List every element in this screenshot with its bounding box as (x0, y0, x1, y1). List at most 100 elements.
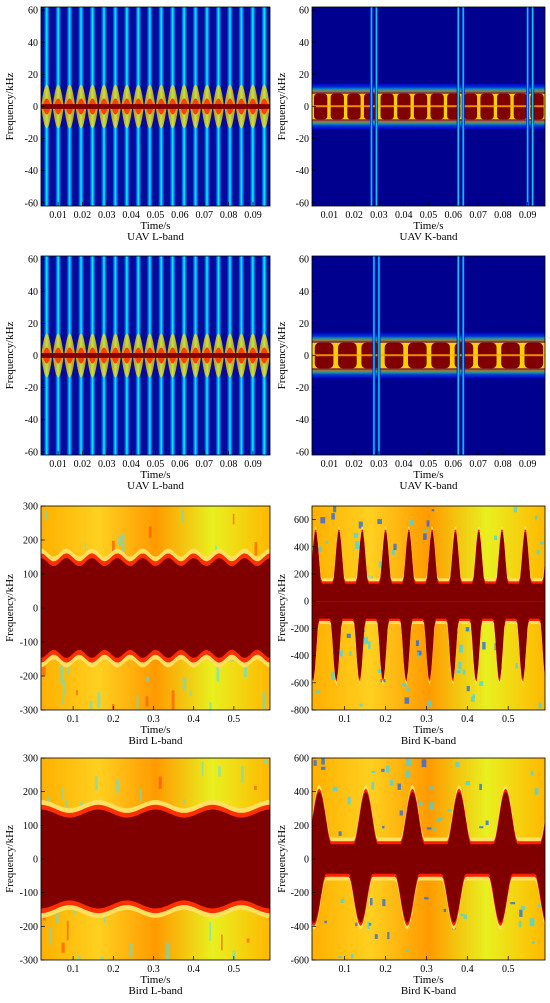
clutter-speck (382, 899, 386, 907)
clutter-streak (66, 920, 69, 941)
panel-caption: UAV K-band (400, 231, 458, 243)
clutter-speck (378, 560, 382, 568)
y-tick-label: -400 (291, 922, 309, 933)
clutter-streak (116, 779, 119, 793)
clutter-speck (439, 817, 443, 820)
clutter-speck (455, 762, 460, 767)
clutter-streak (209, 922, 212, 941)
x-tick-label: 0.01 (321, 210, 339, 221)
y-tick-label: 20 (28, 70, 38, 81)
clutter-speck (479, 826, 484, 829)
x-tick-label: 0.08 (220, 210, 238, 221)
lower-wing-lobe (312, 859, 545, 923)
clutter-streak (243, 662, 248, 677)
clutter-speck (381, 768, 385, 772)
clutter-streak (232, 513, 235, 525)
panel-caption: Bird K-band (401, 985, 457, 997)
clutter-speck (466, 686, 470, 692)
panel-bird-l-2: 300 200 100 0 -100 -200 -300 0.1 0.2 0.3 0.4 0.5 Tim… (4, 754, 271, 997)
y-tick-label: -40 (296, 166, 309, 177)
y-tick-label: 200 (23, 787, 38, 798)
panel-bird-k-2: 600 400 200 0 -200 -400 -600 0.1 0.2 0.3 0.4 0.5 Tim… (276, 754, 546, 997)
y-tick-label: 40 (28, 287, 38, 298)
clutter-speck (423, 529, 429, 532)
clutter-speck (347, 796, 351, 805)
band-halo-bottom (312, 368, 545, 379)
x-axis-label: Time/s (413, 724, 443, 736)
x-axis-label: Time/s (140, 724, 170, 736)
y-tick-label: 60 (299, 6, 309, 17)
flash-line (369, 7, 373, 206)
clutter-speck (371, 771, 376, 774)
clutter-speck (406, 758, 412, 767)
flash-line (461, 7, 465, 206)
y-tick-label: -60 (296, 198, 309, 209)
x-tick-label: 0.01 (321, 459, 339, 470)
y-axis-label: Frequency/kHz (276, 574, 288, 642)
clutter-speck (462, 669, 466, 675)
y-tick-label: -200 (20, 672, 38, 683)
band-halo-top (312, 83, 545, 94)
centre-line (312, 105, 545, 108)
clutter-speck (355, 922, 358, 927)
x-tick-label: 0.07 (469, 459, 487, 470)
clutter-speck (429, 802, 434, 810)
lower-wing-lobe (312, 601, 545, 680)
x-tick-label: 0.5 (228, 964, 241, 975)
clutter-speck (482, 642, 486, 650)
clutter-streak (129, 943, 133, 958)
clutter-speck (397, 783, 401, 790)
x-tick-label: 0.1 (338, 714, 351, 725)
upper-wing-lobe (312, 531, 545, 602)
x-tick-label: 0.01 (49, 459, 67, 470)
clutter-speck (472, 694, 476, 698)
clutter-speck (331, 671, 336, 680)
clutter-speck (321, 766, 326, 770)
clutter-streak (232, 950, 236, 959)
y-tick-label: -40 (25, 415, 38, 426)
flash-line (374, 7, 378, 206)
flash-line (377, 256, 381, 455)
clutter-streak (61, 787, 63, 800)
x-tick-label: 0.3 (420, 714, 433, 725)
y-tick-label: 0 (304, 102, 309, 113)
clutter-streak (94, 776, 98, 791)
clutter-speck (443, 908, 447, 913)
y-tick-label: -20 (25, 134, 38, 145)
y-tick-label: -60 (25, 447, 38, 458)
clutter-streak (201, 761, 204, 777)
panel-caption: UAV L-band (127, 231, 184, 243)
clutter-speck (387, 932, 390, 940)
x-tick-label: 0.4 (187, 964, 200, 975)
x-tick-label: 0.4 (461, 964, 474, 975)
y-tick-label: -60 (296, 447, 309, 458)
clutter-speck (515, 663, 518, 669)
x-axis-label: Time/s (413, 220, 443, 232)
clutter-speck (338, 650, 343, 657)
clutter-speck (417, 650, 422, 656)
clutter-speck (432, 826, 437, 832)
x-tick-label: 0.04 (395, 210, 413, 221)
y-tick-label: 0 (33, 855, 38, 866)
axes-frame (311, 505, 546, 711)
x-tick-label: 0.4 (461, 714, 474, 725)
clutter-streak (158, 776, 162, 790)
x-tick-label: 0.05 (420, 459, 438, 470)
clutter-streak (76, 690, 78, 696)
x-tick-label: 0.02 (345, 210, 363, 221)
clutter-speck (447, 808, 451, 812)
x-tick-label: 0.2 (379, 964, 392, 975)
x-tick-label: 0.2 (379, 714, 392, 725)
clutter-streak (189, 690, 192, 697)
clutter-streak (262, 692, 266, 710)
y-tick-label: 0 (33, 604, 38, 615)
clutter-speck (519, 909, 523, 917)
clutter-speck (317, 546, 322, 552)
spectrogram-bird-l-2 (41, 758, 270, 960)
x-tick-label: 0.01 (49, 210, 67, 221)
clutter-speck (534, 788, 539, 795)
x-tick-label: 0.1 (338, 964, 351, 975)
y-tick-label: 60 (28, 6, 38, 17)
spectrogram-bird-l-1 (41, 506, 270, 710)
spectrogram-uav-k-1 (312, 7, 545, 206)
